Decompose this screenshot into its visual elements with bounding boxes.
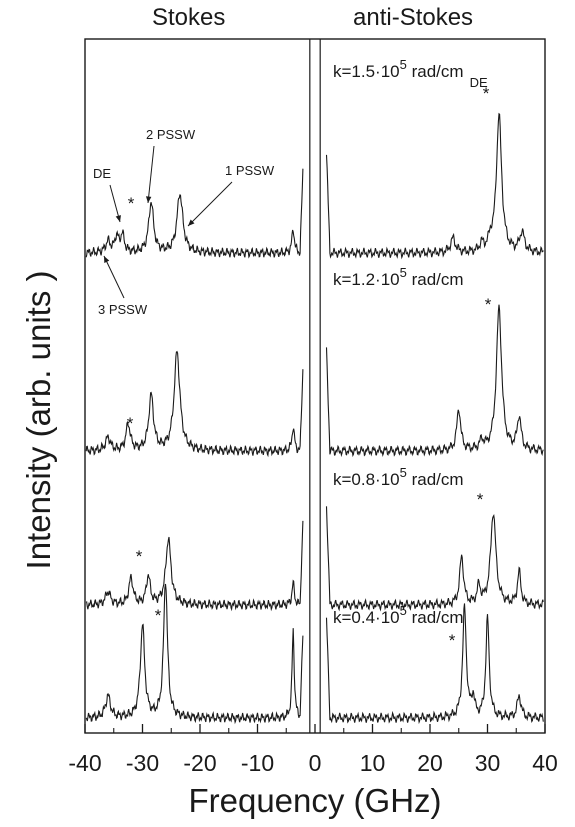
x-tick-label: -40 (68, 750, 101, 776)
x-axis-label: Frequency (GHz) (188, 782, 442, 819)
de-star-8: * (449, 631, 456, 650)
de-star-6: * (477, 490, 484, 509)
x-tick-label: 0 (309, 750, 322, 776)
pssw1-label: 1 PSSW (225, 163, 275, 178)
pssw1-arrow (187, 181, 233, 227)
pssw2-label: 2 PSSW (146, 127, 196, 142)
anti-stokes-header: anti-Stokes (353, 4, 474, 31)
x-tick-label: 10 (360, 750, 386, 776)
anti-stokes-trace-3 (325, 506, 544, 612)
stokes-trace-4 (85, 583, 304, 725)
plot-frame (84, 38, 546, 734)
stokes-trace-3 (85, 520, 304, 612)
x-tick-label: 20 (417, 750, 443, 776)
spectra-traces (85, 39, 544, 733)
pssw2-arrow-head (145, 196, 152, 203)
k-label-2: k=1.2·105 rad/cm (333, 265, 464, 289)
x-tick-label: -10 (241, 750, 274, 776)
anti-stokes-trace-2 (325, 304, 544, 458)
de-star-4: * (485, 295, 492, 314)
pssw3-arrow (103, 255, 125, 299)
pssw1-arrow-head (188, 219, 195, 226)
stokes-header: Stokes (152, 4, 226, 31)
pssw3-arrow-head (104, 256, 110, 263)
de-star-5: * (136, 547, 143, 566)
x-axis: -40 -30 -20 -10 0 10 20 30 40 (68, 724, 558, 776)
anti-stokes-trace-4 (325, 603, 544, 725)
x-tick-label: 30 (475, 750, 501, 776)
stokes-trace-2 (85, 350, 304, 458)
k-label-4: k=0.4·105 rad/cm (333, 603, 464, 627)
stokes-trace-1 (85, 168, 304, 259)
annotations: k=1.5·105 rad/cmDE k=1.2·105 rad/cm k=0.8·… (93, 57, 492, 650)
de-star-2: * (483, 84, 490, 103)
k-label-3: k=0.8·105 rad/cm (333, 465, 464, 489)
de-star-1: * (128, 194, 135, 213)
anti-stokes-trace-1 (325, 112, 544, 260)
k-label-1: k=1.5·105 rad/cmDE (333, 57, 488, 90)
de-star-7: * (155, 606, 162, 625)
x-tick-label: 40 (532, 750, 558, 776)
de-label: DE (93, 166, 111, 181)
pssw2-arrow (147, 145, 155, 204)
de-star-3: * (127, 414, 134, 433)
y-axis-label: Intensity (arb. units ) (20, 270, 57, 570)
pssw3-label: 3 PSSW (98, 302, 148, 317)
x-tick-label: -30 (126, 750, 159, 776)
x-tick-label: -20 (183, 750, 216, 776)
de-arrow-head (115, 215, 121, 222)
